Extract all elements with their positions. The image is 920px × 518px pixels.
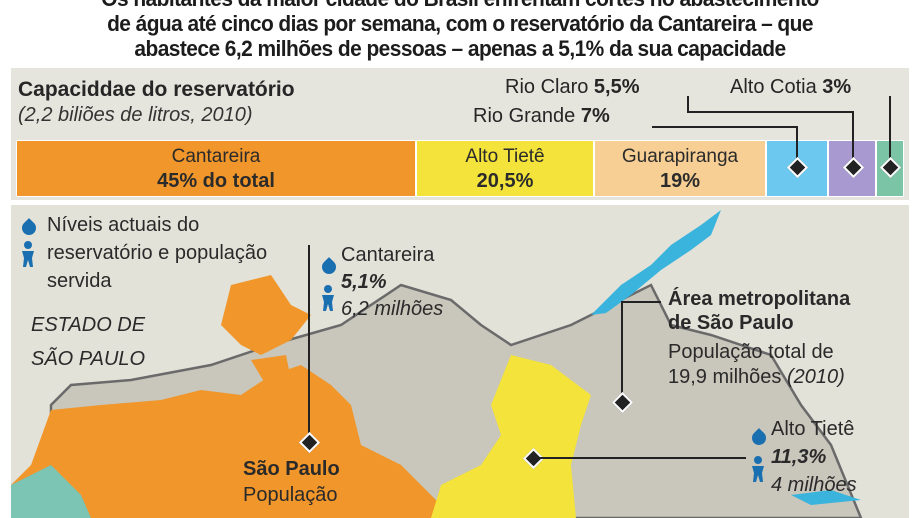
bar-value: 20,5% <box>476 170 534 192</box>
capacity-title: Capaciddae do reservatório <box>18 78 295 101</box>
map-graphic <box>11 210 863 518</box>
person-icon <box>752 456 764 482</box>
bar-label: Cantareira <box>171 146 261 167</box>
state-label-line-1: ESTADO DE <box>31 314 146 336</box>
leader-cantareira <box>308 245 310 440</box>
callout-rio-grande: Rio Grande 7% <box>473 105 610 127</box>
leader-rio-grande-v <box>796 126 798 166</box>
person-icon <box>322 285 334 311</box>
alto-tiete-level: 11,3% <box>771 446 827 468</box>
legend-line-3: servida <box>47 270 112 292</box>
person-icon <box>22 241 34 267</box>
bar-value: 45% do total <box>157 170 275 192</box>
metro-population-1: População total de <box>668 341 834 363</box>
cantareira-level: 5,1% <box>341 271 387 293</box>
leader-rio-grande-h <box>652 126 797 128</box>
map-panel: Níveis actuais do reservatório e populaç… <box>11 205 909 518</box>
cantareira-name: Cantareira <box>341 244 435 266</box>
bar-alto-tiete: Alto Tietê 20,5% <box>416 140 594 197</box>
sao-paulo-population-label: População <box>243 484 338 506</box>
leader-rio-claro-v1 <box>687 96 689 111</box>
cantareira-population: 6,2 milhões <box>341 298 444 320</box>
bar-value: 19% <box>659 170 701 192</box>
metro-title-2: de São Paulo <box>668 312 794 334</box>
leader-rio-claro-h <box>687 111 853 113</box>
legend-line-1: Níveis actuais do <box>47 214 200 236</box>
leader-alto-cotia-v <box>889 96 891 166</box>
bar-cantareira: Cantareira 45% do total <box>16 140 416 197</box>
leader-metro-h <box>621 301 661 303</box>
leader-alto-tiete <box>536 457 746 459</box>
leader-metro-v <box>621 301 623 401</box>
state-label-line-2: SÃO PAULO <box>31 348 146 370</box>
callout-rio-claro: Rio Claro 5,5% <box>505 76 640 98</box>
alto-tiete-name: Alto Tietê <box>771 418 855 440</box>
metro-title-1: Área metropolitana <box>668 288 851 310</box>
sao-paulo-name: São Paulo <box>243 458 340 480</box>
headline: Os habitantes da maior cidade do Brasil … <box>32 0 888 61</box>
capacity-subtitle: (2,2 biliões de litros, 2010) <box>18 104 253 126</box>
headline-line-1: Os habitantes da maior cidade do Brasil … <box>32 0 888 11</box>
headline-line-3: abastece 6,2 milhões de pessoas – apenas… <box>134 36 786 61</box>
callout-alto-cotia: Alto Cotia 3% <box>730 76 852 98</box>
alto-tiete-population: 4 milhões <box>771 474 857 496</box>
bar-label: Guarapiranga <box>621 146 739 167</box>
headline-line-2: de água até cinco dias por semana, com o… <box>107 11 813 36</box>
legend-line-2: reservatório e população <box>47 242 268 264</box>
bar-label: Alto Tietê <box>465 146 545 167</box>
bar-guarapiranga: Guarapiranga 19% <box>594 140 766 197</box>
leader-rio-claro-v2 <box>852 111 854 166</box>
metro-population-2: 19,9 milhões (2010) <box>668 366 845 388</box>
